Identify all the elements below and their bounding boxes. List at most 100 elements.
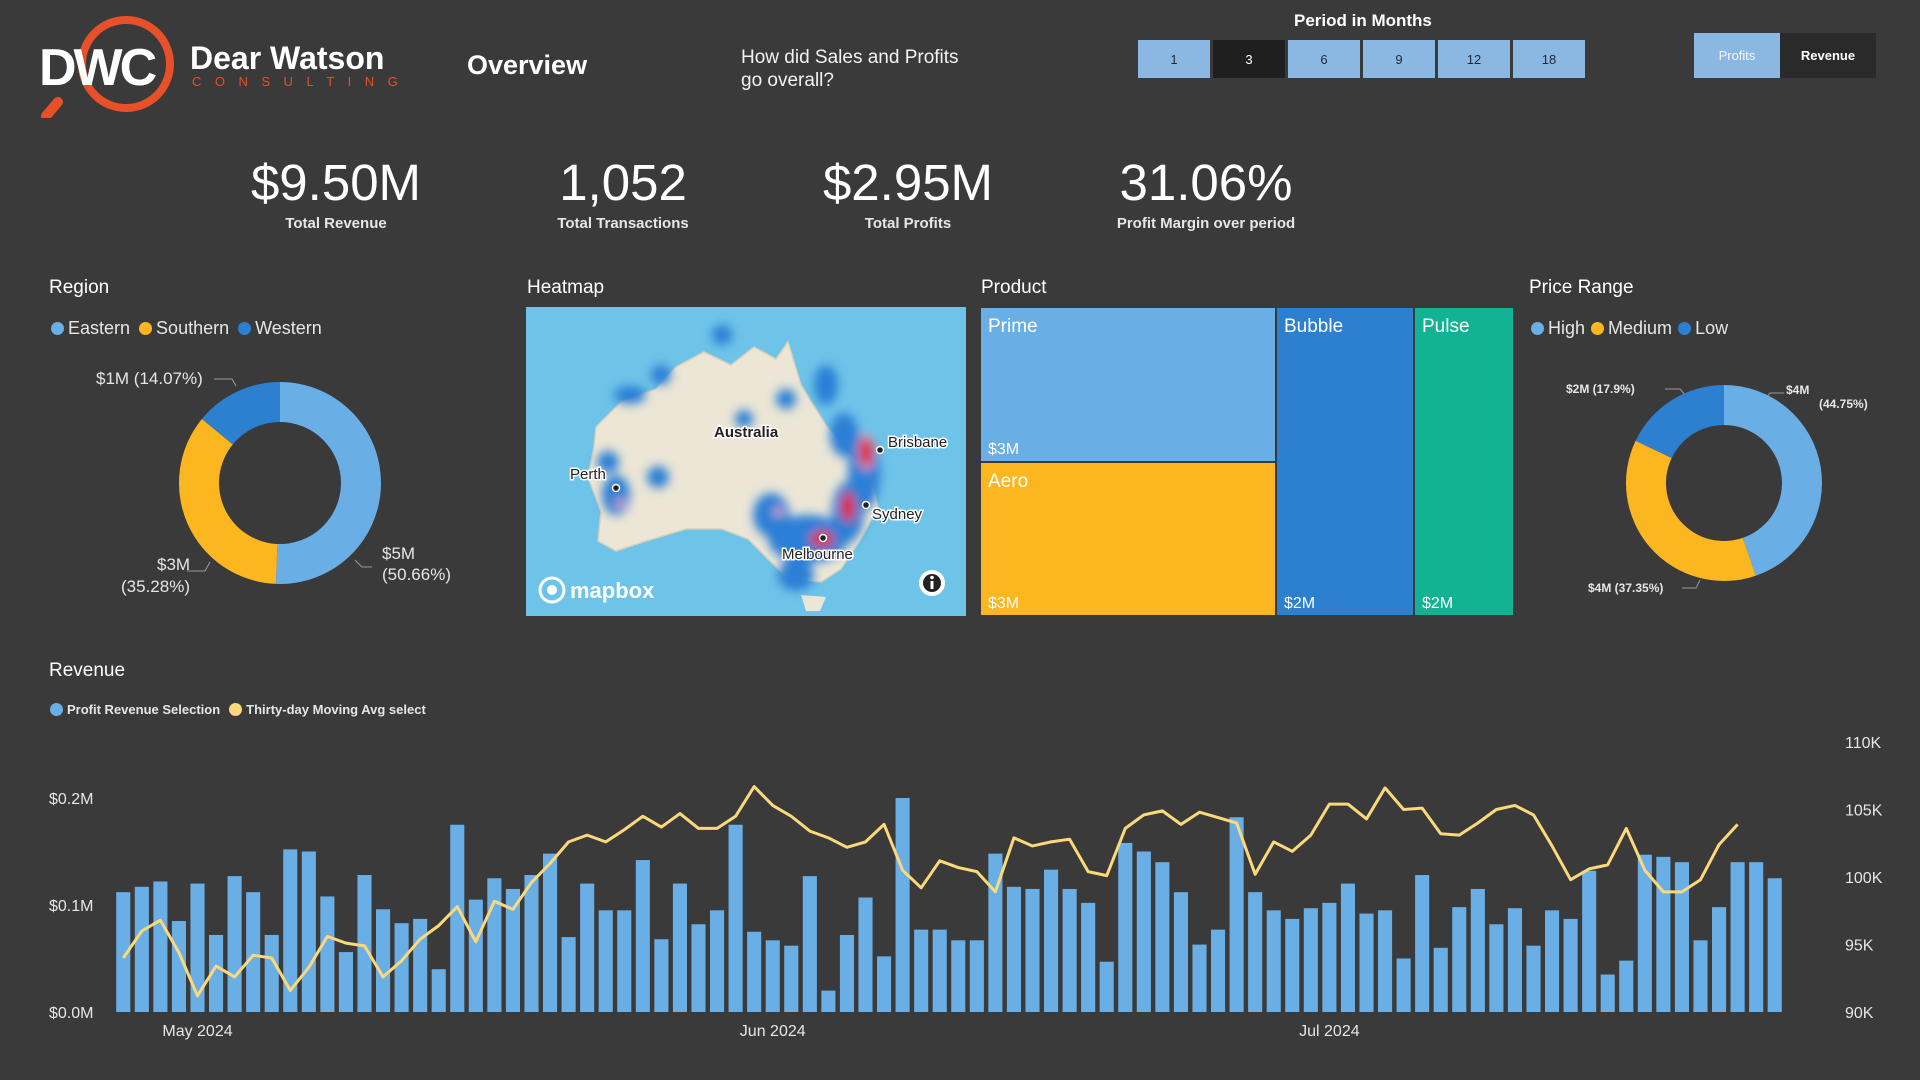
- revenue-bar[interactable]: [1099, 961, 1114, 1012]
- revenue-bar[interactable]: [728, 824, 743, 1012]
- revenue-bar[interactable]: [1507, 908, 1522, 1012]
- revenue-bar[interactable]: [598, 910, 613, 1012]
- price-range-donut-chart[interactable]: [1622, 373, 1842, 593]
- revenue-bar[interactable]: [357, 875, 372, 1012]
- revenue-bar[interactable]: [1303, 908, 1318, 1012]
- revenue-bar[interactable]: [338, 952, 353, 1012]
- revenue-bar[interactable]: [747, 931, 762, 1012]
- revenue-bar[interactable]: [116, 892, 131, 1012]
- revenue-bar[interactable]: [394, 923, 409, 1012]
- revenue-bar[interactable]: [1637, 854, 1652, 1012]
- revenue-bar[interactable]: [1489, 924, 1504, 1012]
- donut-slice-medium[interactable]: [1626, 440, 1756, 581]
- revenue-bar[interactable]: [1285, 918, 1300, 1012]
- revenue-bar[interactable]: [190, 883, 205, 1012]
- revenue-bar[interactable]: [1118, 842, 1133, 1012]
- donut-slice-high[interactable]: [1724, 385, 1822, 576]
- legend-item[interactable]: Low: [1678, 318, 1728, 339]
- revenue-bar[interactable]: [672, 883, 687, 1012]
- revenue-bar[interactable]: [988, 853, 1003, 1012]
- revenue-bar[interactable]: [1025, 888, 1040, 1012]
- revenue-bar[interactable]: [802, 876, 817, 1012]
- revenue-bar[interactable]: [246, 892, 261, 1012]
- revenue-bar[interactable]: [1470, 888, 1485, 1012]
- revenue-bar[interactable]: [561, 937, 576, 1012]
- revenue-bar[interactable]: [1378, 910, 1393, 1012]
- donut-slice-eastern[interactable]: [275, 382, 382, 584]
- revenue-bar[interactable]: [1656, 856, 1671, 1012]
- revenue-bar[interactable]: [227, 876, 242, 1012]
- revenue-bar[interactable]: [654, 939, 669, 1012]
- revenue-bar[interactable]: [1730, 862, 1745, 1012]
- revenue-bar[interactable]: [450, 824, 465, 1012]
- legend-item[interactable]: Eastern: [51, 318, 130, 339]
- revenue-bar[interactable]: [1248, 892, 1263, 1012]
- revenue-bar[interactable]: [264, 934, 279, 1012]
- info-icon[interactable]: [919, 570, 945, 596]
- legend-item[interactable]: Medium: [1591, 318, 1672, 339]
- revenue-bar[interactable]: [1619, 960, 1634, 1012]
- period-option-6[interactable]: 6: [1288, 40, 1360, 78]
- revenue-bar[interactable]: [784, 945, 799, 1012]
- revenue-bar[interactable]: [301, 851, 316, 1013]
- treemap-tile-prime[interactable]: Prime $3M: [980, 307, 1276, 462]
- legend-item[interactable]: Western: [238, 318, 322, 339]
- donut-slice-low[interactable]: [1635, 385, 1724, 458]
- revenue-combo-chart[interactable]: $0.0M $0.1M $0.2M 90K 95K 100K 105K 110K May 202…: [0, 720, 1920, 1060]
- revenue-bar[interactable]: [858, 897, 873, 1012]
- revenue-bar[interactable]: [1767, 878, 1782, 1012]
- revenue-bar[interactable]: [1229, 817, 1244, 1012]
- profits-toggle-button[interactable]: Profits: [1694, 33, 1780, 78]
- revenue-bar[interactable]: [580, 883, 595, 1012]
- revenue-bar[interactable]: [1359, 913, 1374, 1012]
- revenue-bar[interactable]: [617, 910, 632, 1012]
- legend-item[interactable]: Profit Revenue Selection: [50, 702, 220, 717]
- donut-slice-southern[interactable]: [179, 418, 278, 584]
- revenue-bar[interactable]: [635, 860, 650, 1012]
- revenue-bar[interactable]: [1006, 886, 1021, 1012]
- revenue-bar[interactable]: [1415, 875, 1430, 1012]
- revenue-bar[interactable]: [1749, 862, 1764, 1012]
- revenue-bar[interactable]: [877, 956, 892, 1012]
- revenue-bar[interactable]: [413, 918, 428, 1012]
- revenue-bar[interactable]: [1044, 869, 1059, 1012]
- revenue-bar[interactable]: [932, 929, 947, 1012]
- revenue-bar[interactable]: [487, 878, 502, 1012]
- revenue-bar[interactable]: [1266, 910, 1281, 1012]
- revenue-bar[interactable]: [134, 886, 149, 1012]
- period-option-18[interactable]: 18: [1513, 40, 1585, 78]
- revenue-bar[interactable]: [524, 875, 539, 1012]
- revenue-bar[interactable]: [969, 940, 984, 1012]
- heatmap-map[interactable]: Australia Brisbane Sydney Melbourne Pert…: [526, 307, 966, 616]
- revenue-bar[interactable]: [1545, 910, 1560, 1012]
- revenue-bar[interactable]: [839, 934, 854, 1012]
- revenue-bar[interactable]: [431, 969, 446, 1012]
- revenue-bar[interactable]: [1693, 940, 1708, 1012]
- revenue-bar[interactable]: [1433, 947, 1448, 1012]
- revenue-bar[interactable]: [691, 924, 706, 1012]
- revenue-bar[interactable]: [1211, 929, 1226, 1012]
- moving-average-line[interactable]: [122, 785, 1739, 998]
- legend-item[interactable]: Southern: [139, 318, 229, 339]
- revenue-bar[interactable]: [543, 853, 558, 1012]
- revenue-bar[interactable]: [1081, 902, 1096, 1012]
- period-option-12[interactable]: 12: [1438, 40, 1510, 78]
- period-option-1[interactable]: 1: [1138, 40, 1210, 78]
- revenue-bar[interactable]: [895, 798, 910, 1012]
- revenue-bar[interactable]: [1674, 862, 1689, 1012]
- revenue-bar[interactable]: [1563, 918, 1578, 1012]
- period-option-3[interactable]: 3: [1213, 40, 1285, 78]
- revenue-bar[interactable]: [710, 910, 725, 1012]
- revenue-bar[interactable]: [1173, 892, 1188, 1012]
- revenue-bar[interactable]: [1526, 945, 1541, 1012]
- revenue-bar[interactable]: [283, 849, 298, 1012]
- revenue-bar[interactable]: [209, 934, 224, 1012]
- revenue-toggle-button[interactable]: Revenue: [1780, 33, 1876, 78]
- revenue-bar[interactable]: [821, 990, 836, 1012]
- revenue-bar[interactable]: [1062, 888, 1077, 1012]
- revenue-bar[interactable]: [1322, 902, 1337, 1012]
- revenue-bar[interactable]: [1340, 883, 1355, 1012]
- region-donut-chart[interactable]: [170, 373, 390, 593]
- revenue-bar[interactable]: [1582, 870, 1597, 1012]
- revenue-bar[interactable]: [914, 929, 929, 1012]
